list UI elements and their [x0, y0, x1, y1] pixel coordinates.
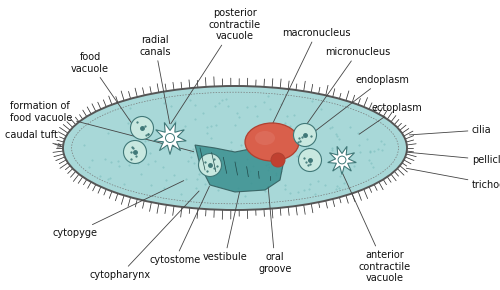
Text: formation of
food vacuole: formation of food vacuole: [10, 101, 194, 152]
Polygon shape: [154, 122, 186, 155]
Circle shape: [271, 153, 285, 167]
Text: caudal tuft: caudal tuft: [5, 130, 62, 147]
Text: oral
groove: oral groove: [258, 186, 292, 273]
Circle shape: [166, 133, 174, 142]
Ellipse shape: [63, 86, 407, 210]
Text: micronucleus: micronucleus: [286, 47, 390, 154]
Circle shape: [298, 148, 322, 171]
Text: food
vacuole: food vacuole: [71, 52, 134, 127]
Text: trichocyst: trichocyst: [406, 168, 500, 190]
Text: anterior
contractile
vacuole: anterior contractile vacuole: [342, 173, 411, 283]
Circle shape: [338, 156, 346, 164]
Text: cytostome: cytostome: [150, 186, 210, 265]
Polygon shape: [328, 146, 356, 175]
Text: endoplasm: endoplasm: [311, 75, 409, 134]
Ellipse shape: [255, 131, 275, 145]
Text: radial
canals: radial canals: [139, 35, 171, 124]
Polygon shape: [195, 140, 285, 192]
Circle shape: [130, 117, 154, 139]
Text: cytopharynx: cytopharynx: [90, 191, 199, 280]
Circle shape: [198, 153, 222, 177]
Text: ectoplasm: ectoplasm: [359, 103, 423, 134]
Circle shape: [294, 124, 316, 146]
Circle shape: [124, 140, 146, 164]
Text: pellicle: pellicle: [406, 152, 500, 165]
Text: cytopyge: cytopyge: [52, 181, 184, 238]
Ellipse shape: [245, 123, 299, 161]
Text: macronucleus: macronucleus: [272, 28, 350, 124]
Text: vestibule: vestibule: [202, 191, 248, 262]
Text: cilia: cilia: [410, 125, 492, 135]
Text: posterior
contractile
vacuole: posterior contractile vacuole: [171, 8, 261, 124]
